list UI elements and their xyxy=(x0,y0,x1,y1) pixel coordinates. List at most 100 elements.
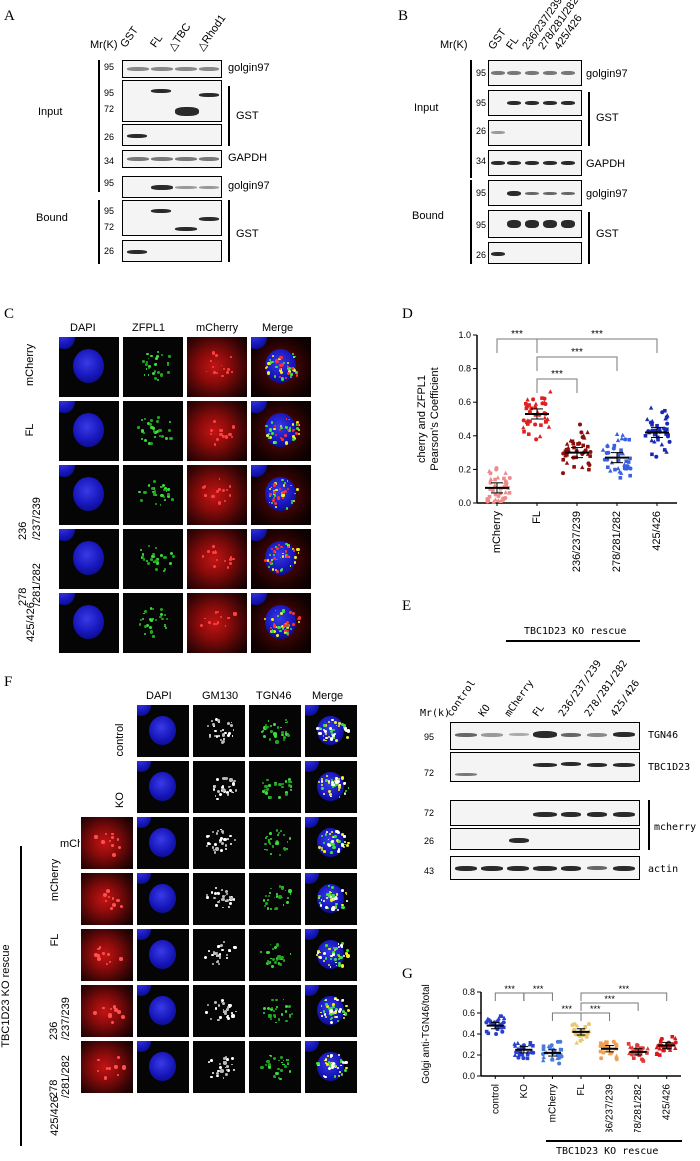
significance-label: *** xyxy=(561,1004,572,1014)
signal-dot xyxy=(264,723,267,726)
data-point xyxy=(498,1014,503,1018)
signal-dot xyxy=(320,1005,323,1007)
panel-f-image-r3-c4 xyxy=(304,872,358,926)
data-point xyxy=(491,488,495,493)
signal-dot xyxy=(273,501,277,506)
signal-dot xyxy=(216,719,220,722)
signal-dot xyxy=(217,611,220,614)
signal-dot xyxy=(271,628,274,631)
marker: 95 xyxy=(104,62,115,72)
signal-dot xyxy=(211,1071,215,1075)
nucleus xyxy=(59,529,75,542)
signal-dot xyxy=(212,951,215,954)
signal-dot xyxy=(229,555,233,559)
signal-dot xyxy=(283,361,286,364)
signal-dot xyxy=(287,1062,289,1065)
signal-dot xyxy=(343,1013,346,1016)
signal-dot xyxy=(111,832,114,835)
data-point xyxy=(652,439,657,444)
data-point xyxy=(622,462,627,467)
panel-f-image-r3-c3 xyxy=(248,872,302,926)
signal-dot xyxy=(224,844,228,847)
panel-c-image-r0-c2 xyxy=(186,336,248,398)
data-point xyxy=(673,1045,678,1050)
panel-a-mrk: Mr(K) xyxy=(90,39,118,51)
panel-a-input-bar xyxy=(98,60,100,192)
data-point xyxy=(613,467,617,472)
signal-dot xyxy=(157,351,160,354)
signal-dot xyxy=(326,893,328,896)
signal-dot xyxy=(151,372,156,376)
signal-dot xyxy=(335,724,338,727)
signal-dot xyxy=(110,907,114,911)
panel-f-mcherry-image-r4 xyxy=(80,928,134,982)
data-point xyxy=(650,452,654,457)
data-point xyxy=(564,441,570,446)
signal-dot xyxy=(274,441,278,445)
signal-dot xyxy=(144,625,148,629)
signal-dot xyxy=(226,1069,228,1071)
signal-dot xyxy=(221,733,226,737)
data-point xyxy=(581,1028,586,1033)
signal-dot xyxy=(156,355,159,358)
signal-dot xyxy=(158,616,161,619)
signal-dot xyxy=(231,371,234,374)
signal-dot xyxy=(280,437,284,441)
signal-dot xyxy=(282,959,286,962)
data-point xyxy=(558,1039,563,1044)
signal-dot xyxy=(278,782,282,787)
signal-dot xyxy=(322,1010,326,1013)
signal-dot xyxy=(330,1018,332,1021)
signal-dot xyxy=(340,1064,342,1067)
signal-dot xyxy=(281,609,285,613)
nucleus xyxy=(137,817,151,828)
signal-dot xyxy=(218,838,222,842)
signal-dot xyxy=(208,621,211,624)
signal-dot xyxy=(166,493,170,497)
signal-dot xyxy=(284,441,288,445)
panel-a-col-fl: FL xyxy=(148,32,166,50)
data-point xyxy=(580,464,585,470)
signal-dot xyxy=(224,560,227,562)
signal-dot xyxy=(283,736,286,739)
signal-dot xyxy=(295,427,299,431)
signal-dot xyxy=(110,1021,115,1025)
signal-dot xyxy=(226,793,230,796)
data-point xyxy=(630,1045,635,1050)
signal-dot xyxy=(262,734,267,739)
signal-dot xyxy=(282,998,285,1001)
panel-e-mcherry-bracket xyxy=(648,800,650,850)
panel-c-image-r1-c3 xyxy=(250,400,312,462)
signal-dot xyxy=(264,848,266,851)
signal-dot xyxy=(164,487,167,490)
signal-dot xyxy=(213,896,216,900)
blot-b-gst-bound-bottom xyxy=(488,242,582,264)
signal-dot xyxy=(295,374,299,377)
panel-e-header: TBC1D23 KO rescue xyxy=(524,626,627,637)
signal-dot xyxy=(335,895,338,898)
signal-dot xyxy=(219,1016,222,1019)
y-tick-label: 0.4 xyxy=(458,431,471,441)
signal-dot xyxy=(200,624,204,627)
data-point xyxy=(662,426,667,431)
signal-dot xyxy=(169,436,173,441)
signal-dot xyxy=(214,717,218,721)
signal-dot xyxy=(142,556,145,558)
blot-e-mcherry-bottom xyxy=(450,828,640,850)
signal-dot xyxy=(149,607,152,610)
data-point xyxy=(601,1050,606,1055)
panel-c-image-r1-c1 xyxy=(122,400,184,462)
signal-dot xyxy=(109,1008,112,1011)
signal-dot xyxy=(265,424,268,427)
signal-dot xyxy=(275,433,278,436)
signal-dot xyxy=(290,373,293,376)
signal-dot xyxy=(231,1056,234,1060)
signal-dot xyxy=(163,556,167,560)
signal-dot xyxy=(322,792,325,795)
signal-dot xyxy=(317,956,320,959)
panel-f-image-r6-c2 xyxy=(192,1040,246,1094)
x-tick-label: FL xyxy=(576,1084,587,1096)
nucleus xyxy=(305,705,319,716)
signal-dot xyxy=(213,622,216,625)
signal-dot xyxy=(272,629,276,633)
